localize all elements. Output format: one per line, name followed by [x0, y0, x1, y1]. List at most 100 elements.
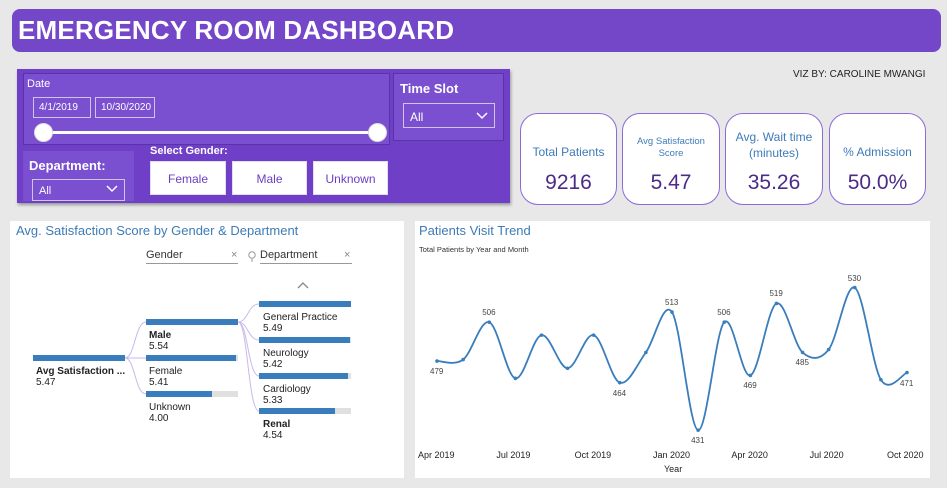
- data-point[interactable]: [591, 333, 596, 337]
- header-underline: [260, 263, 352, 264]
- data-label: 513: [665, 298, 679, 308]
- department-node-bar[interactable]: [259, 408, 335, 414]
- data-point[interactable]: [435, 359, 439, 363]
- data-label: 506: [717, 308, 731, 318]
- decomp-tree-title: Avg. Satisfaction Score by Gender & Depa…: [16, 223, 299, 238]
- data-point[interactable]: [722, 320, 727, 324]
- x-tick-label: Apr 2020: [731, 450, 768, 460]
- kpi-label: Total Patients: [532, 145, 605, 159]
- lightbulb-icon: [248, 251, 256, 262]
- data-point[interactable]: [748, 373, 753, 378]
- root-node-value: 5.47: [36, 377, 56, 388]
- time-slot-dropdown[interactable]: All: [403, 103, 495, 128]
- data-label: 431: [691, 436, 705, 446]
- department-node-label: Renal: [263, 419, 291, 430]
- x-tick-label: Jan 2020: [653, 450, 691, 460]
- chevron-up-icon[interactable]: [297, 281, 309, 289]
- gender-filter-label: Select Gender:: [150, 145, 228, 157]
- kpi-admission: % Admission 50.0%: [829, 113, 926, 205]
- chart-title: Patients Visit Trend: [419, 223, 531, 238]
- date-start-input[interactable]: 4/1/2019: [33, 97, 91, 118]
- gender-node-value: 5.54: [149, 341, 169, 352]
- header-underline: [146, 263, 238, 264]
- data-label: 479: [430, 367, 444, 377]
- remove-level-icon[interactable]: ×: [344, 249, 351, 261]
- date-end-input[interactable]: 10/30/2020: [95, 97, 155, 118]
- data-point[interactable]: [644, 350, 648, 355]
- tree-connectors: [124, 303, 260, 412]
- data-point[interactable]: [774, 301, 779, 306]
- date-filter-label: Date: [27, 78, 51, 90]
- filter-panel: Date 4/1/2019 10/30/2020 Time Slot All D…: [17, 69, 510, 203]
- gender-node-label: Male: [149, 330, 172, 341]
- department-node-bar[interactable]: [259, 301, 351, 307]
- department-level-header[interactable]: Department: [260, 249, 318, 261]
- data-point[interactable]: [617, 380, 622, 385]
- data-point[interactable]: [565, 366, 570, 371]
- title-bar: EMERGENCY ROOM DASHBOARD: [12, 9, 941, 52]
- x-tick-label: Apr 2019: [418, 450, 455, 460]
- chevron-down-icon: [476, 112, 488, 120]
- gender-button-female[interactable]: Female: [150, 161, 226, 195]
- x-tick-label: Oct 2019: [574, 450, 612, 460]
- gender-node-bar[interactable]: [146, 355, 236, 361]
- date-slider-end-handle[interactable]: [368, 123, 387, 142]
- chart-subtitle: Total Patients by Year and Month: [419, 245, 529, 254]
- data-point[interactable]: [696, 428, 700, 432]
- x-tick-label: Jul 2019: [496, 450, 531, 460]
- department-node-value: 4.54: [263, 430, 283, 441]
- gender-node-bar[interactable]: [146, 319, 238, 325]
- kpi-value: 35.26: [747, 171, 801, 194]
- data-point[interactable]: [905, 370, 909, 375]
- data-label: 464: [612, 388, 627, 398]
- line-chart[interactable]: [415, 221, 930, 478]
- date-filter: Date 4/1/2019 10/30/2020: [23, 73, 390, 145]
- department-node-value: 5.49: [263, 323, 283, 334]
- time-slot-filter: Time Slot All: [393, 73, 504, 141]
- date-slider-start-handle[interactable]: [34, 123, 53, 142]
- author-credit: VIZ BY: CAROLINE MWANGI: [793, 69, 926, 80]
- department-dropdown[interactable]: All: [32, 179, 125, 201]
- department-filter: Department: All: [23, 151, 134, 201]
- data-point[interactable]: [670, 310, 674, 314]
- data-label: 519: [769, 289, 783, 299]
- department-node-value: 5.42: [263, 359, 283, 370]
- time-slot-value: All: [410, 110, 424, 124]
- gender-node-value: 4.00: [149, 413, 169, 424]
- remove-level-icon[interactable]: ×: [231, 249, 238, 261]
- gender-button-unknown[interactable]: Unknown: [313, 161, 388, 195]
- gender-level-header[interactable]: Gender: [146, 249, 183, 261]
- department-node-bar[interactable]: [259, 337, 350, 343]
- gender-node-bar[interactable]: [146, 391, 212, 397]
- kpi-avg-wait-time: Avg. Wait time (minutes) 35.26: [725, 113, 823, 205]
- kpi-label: % Admission: [843, 145, 912, 159]
- gender-node-label: Unknown: [149, 402, 191, 413]
- department-node-value: 5.33: [263, 395, 283, 406]
- date-slider-track[interactable]: [44, 131, 379, 134]
- time-slot-label: Time Slot: [400, 81, 459, 96]
- data-point[interactable]: [800, 350, 805, 355]
- visit-trend-panel: Patients Visit Trend Total Patients by Y…: [415, 221, 930, 478]
- series-line[interactable]: [436, 286, 908, 432]
- data-point[interactable]: [879, 377, 883, 382]
- root-node-label: Avg Satisfaction ...: [36, 366, 126, 377]
- gender-node-value: 5.41: [149, 377, 169, 388]
- kpi-avg-satisfaction: Avg Satisfaction Score 5.47: [622, 113, 720, 205]
- data-point[interactable]: [461, 357, 465, 362]
- data-point[interactable]: [852, 285, 857, 290]
- data-point[interactable]: [539, 333, 544, 337]
- decomposition-tree-panel: Avg. Satisfaction Score by Gender & Depa…: [10, 221, 404, 478]
- department-node-bar[interactable]: [259, 373, 348, 379]
- data-point[interactable]: [826, 347, 831, 352]
- data-point[interactable]: [487, 320, 492, 324]
- data-point[interactable]: [513, 376, 518, 381]
- gender-button-male[interactable]: Male: [232, 161, 307, 195]
- department-node-label: General Practice: [263, 312, 338, 323]
- department-label: Department:: [29, 158, 106, 173]
- department-node-label: Neurology: [263, 348, 309, 359]
- kpi-value: 5.47: [650, 171, 692, 194]
- kpi-total-patients: Total Patients 9216: [520, 113, 617, 205]
- kpi-label: Avg. Wait time (minutes): [735, 130, 813, 160]
- kpi-value: 50.0%: [847, 171, 908, 194]
- root-node-bar[interactable]: [33, 355, 125, 361]
